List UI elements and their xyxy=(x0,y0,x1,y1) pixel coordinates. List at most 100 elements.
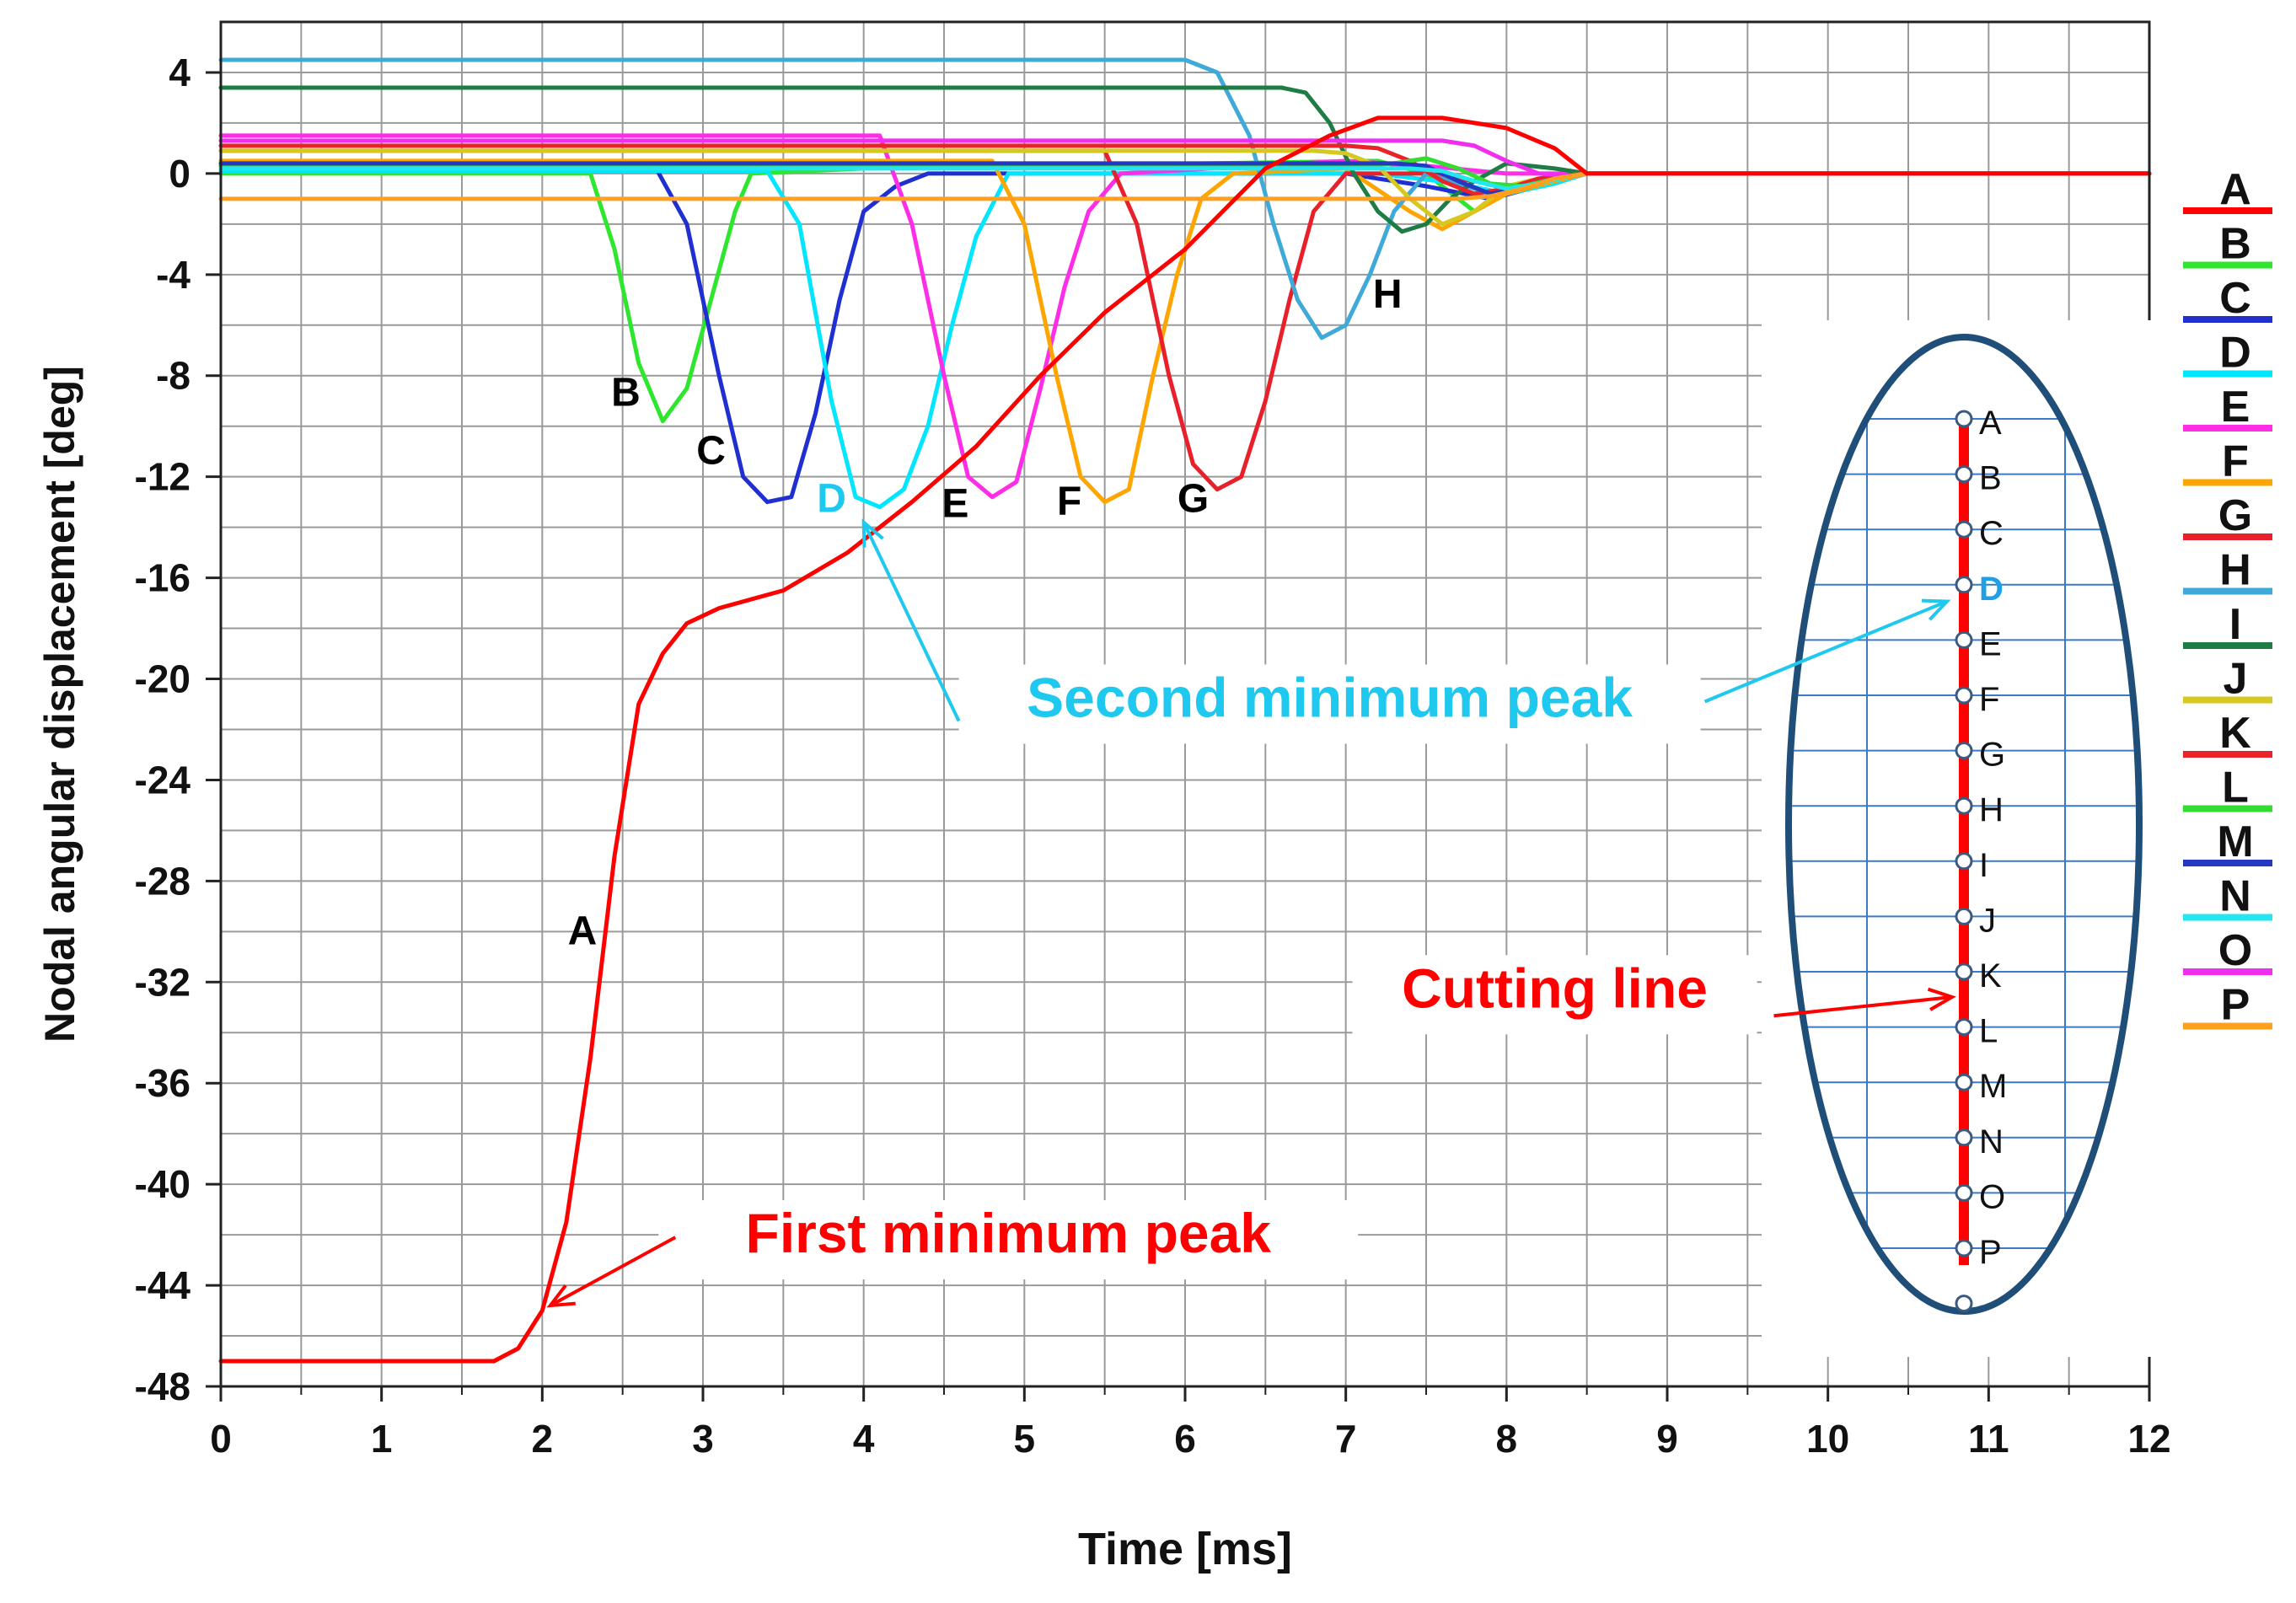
series-line-A xyxy=(218,115,2152,1364)
legend-label-L: L xyxy=(2222,764,2249,812)
axis-ticks: 0 1 2 3 4 5 6 7 8 9 10 11 1240-4-8-12-16-20-24-28-32… xyxy=(135,51,2171,1461)
second-peak-arrow-left-head xyxy=(861,518,884,548)
x-tick-label: 12 xyxy=(2127,1417,2170,1461)
cutting-line-arrow xyxy=(1773,995,1953,1018)
inset-node xyxy=(1955,796,1973,815)
y-tick-label: 0 xyxy=(169,152,190,196)
curve-label-G: G xyxy=(1178,477,1209,522)
inset-node xyxy=(1955,686,1973,705)
legend-label-O: O xyxy=(2218,926,2252,975)
y-tick-label: -28 xyxy=(135,859,190,903)
legend-label-D: D xyxy=(2219,329,2251,378)
inset-node-label-F: F xyxy=(1979,681,1999,718)
second-peak-label: Second minimum peak xyxy=(1027,666,1633,728)
inset-node xyxy=(1955,1239,1973,1257)
inset-node-label-K: K xyxy=(1979,957,2002,995)
x-tick-label: 4 xyxy=(853,1417,875,1461)
legend-label-P: P xyxy=(2221,981,2250,1030)
curve-label-B: B xyxy=(611,371,641,415)
inset-node-label-D: D xyxy=(1979,571,2004,608)
legend-label-B: B xyxy=(2219,220,2251,269)
x-tick-label: 2 xyxy=(532,1417,554,1461)
inset-node-label-N: N xyxy=(1979,1123,2004,1161)
curve-label-E: E xyxy=(941,482,968,527)
legend-label-H: H xyxy=(2219,546,2251,595)
second-peak-arrow-left xyxy=(861,521,961,722)
legend-label-K: K xyxy=(2219,709,2251,758)
inset-node xyxy=(1955,1295,1973,1313)
inset-node-label-L: L xyxy=(1979,1013,1998,1050)
curve-labels: A B C D E F G H xyxy=(568,272,1403,954)
y-tick-label: -48 xyxy=(135,1364,190,1408)
first-peak-arrow xyxy=(549,1236,677,1307)
inset-node xyxy=(1955,742,1973,760)
curve-label-H: H xyxy=(1373,272,1403,317)
inset-node xyxy=(1955,852,1973,871)
legend-label-F: F xyxy=(2222,437,2249,486)
x-tick-label: 3 xyxy=(692,1417,714,1461)
inset-node xyxy=(1955,907,1973,925)
y-tick-label: -32 xyxy=(135,960,190,1004)
inset-node-label-I: I xyxy=(1979,847,1988,884)
y-tick-label: -40 xyxy=(135,1162,190,1206)
y-tick-label: -44 xyxy=(135,1263,191,1307)
x-axis-label: Time [ms] xyxy=(1078,1524,1292,1574)
inset-node-label-A: A xyxy=(1979,405,2002,442)
inset-node xyxy=(1955,1183,1973,1202)
y-tick-label: -8 xyxy=(156,354,190,398)
first-peak-arrow-head xyxy=(546,1284,576,1308)
y-tick-label: -24 xyxy=(135,758,191,802)
second-peak-arrow-right-head xyxy=(1921,598,1951,621)
inset-node-label-J: J xyxy=(1979,902,1996,939)
legend-label-I: I xyxy=(2229,600,2241,649)
inset-node xyxy=(1955,410,1973,428)
legend-label-M: M xyxy=(2217,818,2253,866)
inset-node-label-G: G xyxy=(1979,737,2005,774)
cutting-line-label: Cutting line xyxy=(1402,957,1708,1019)
y-axis-label: Nodal angular displacement [deg] xyxy=(36,366,83,1043)
x-tick-label: 6 xyxy=(1174,1417,1196,1461)
second-peak-arrow-right xyxy=(1703,599,1948,704)
curve-label-C: C xyxy=(696,429,726,474)
series-layer xyxy=(218,57,2152,1364)
x-tick-label: 1 xyxy=(371,1417,393,1461)
y-tick-label: -12 xyxy=(135,455,190,499)
y-tick-label: 4 xyxy=(169,51,190,94)
x-tick-label: 9 xyxy=(1656,1417,1678,1461)
x-tick-label: 5 xyxy=(1014,1417,1036,1461)
legend-label-A: A xyxy=(2219,165,2251,214)
inset-node xyxy=(1955,520,1973,539)
inset-node-label-B: B xyxy=(1979,460,2002,497)
inset-node xyxy=(1955,1018,1973,1037)
legend-label-E: E xyxy=(2221,383,2250,432)
legend-label-G: G xyxy=(2218,491,2252,540)
annotations: First minimum peak Second minimum peak Cut… xyxy=(546,518,1956,1308)
x-tick-label: 8 xyxy=(1496,1417,1518,1461)
curve-label-A: A xyxy=(568,909,598,953)
y-tick-label: -16 xyxy=(135,556,190,600)
legend-label-C: C xyxy=(2219,274,2251,323)
x-tick-label: 0 xyxy=(210,1417,232,1461)
legend-label-J: J xyxy=(2224,655,2248,704)
inset-node-label-M: M xyxy=(1979,1068,2007,1105)
second-peak-label-bg xyxy=(958,664,1701,744)
inset-node xyxy=(1955,962,1973,981)
y-tick-label: -20 xyxy=(135,657,190,701)
inset-node-label-H: H xyxy=(1979,791,2004,828)
x-tick-label: 10 xyxy=(1806,1417,1849,1461)
curve-label-D: D xyxy=(817,477,846,522)
inset-node xyxy=(1955,576,1973,594)
legend-label-N: N xyxy=(2219,872,2251,921)
inset-node-label-E: E xyxy=(1979,625,2002,662)
inset-node xyxy=(1955,465,1973,484)
series-line-E xyxy=(218,133,2152,500)
x-tick-label: 11 xyxy=(1968,1417,2009,1461)
curve-label-F: F xyxy=(1057,480,1081,524)
cutting-line-arrow-head xyxy=(1927,987,1956,1011)
first-peak-label-bg xyxy=(658,1200,1359,1280)
cutting-line-label-bg xyxy=(1352,955,1757,1035)
inset-node-label-C: C xyxy=(1979,515,2004,552)
first-peak-label: First minimum peak xyxy=(746,1202,1272,1264)
